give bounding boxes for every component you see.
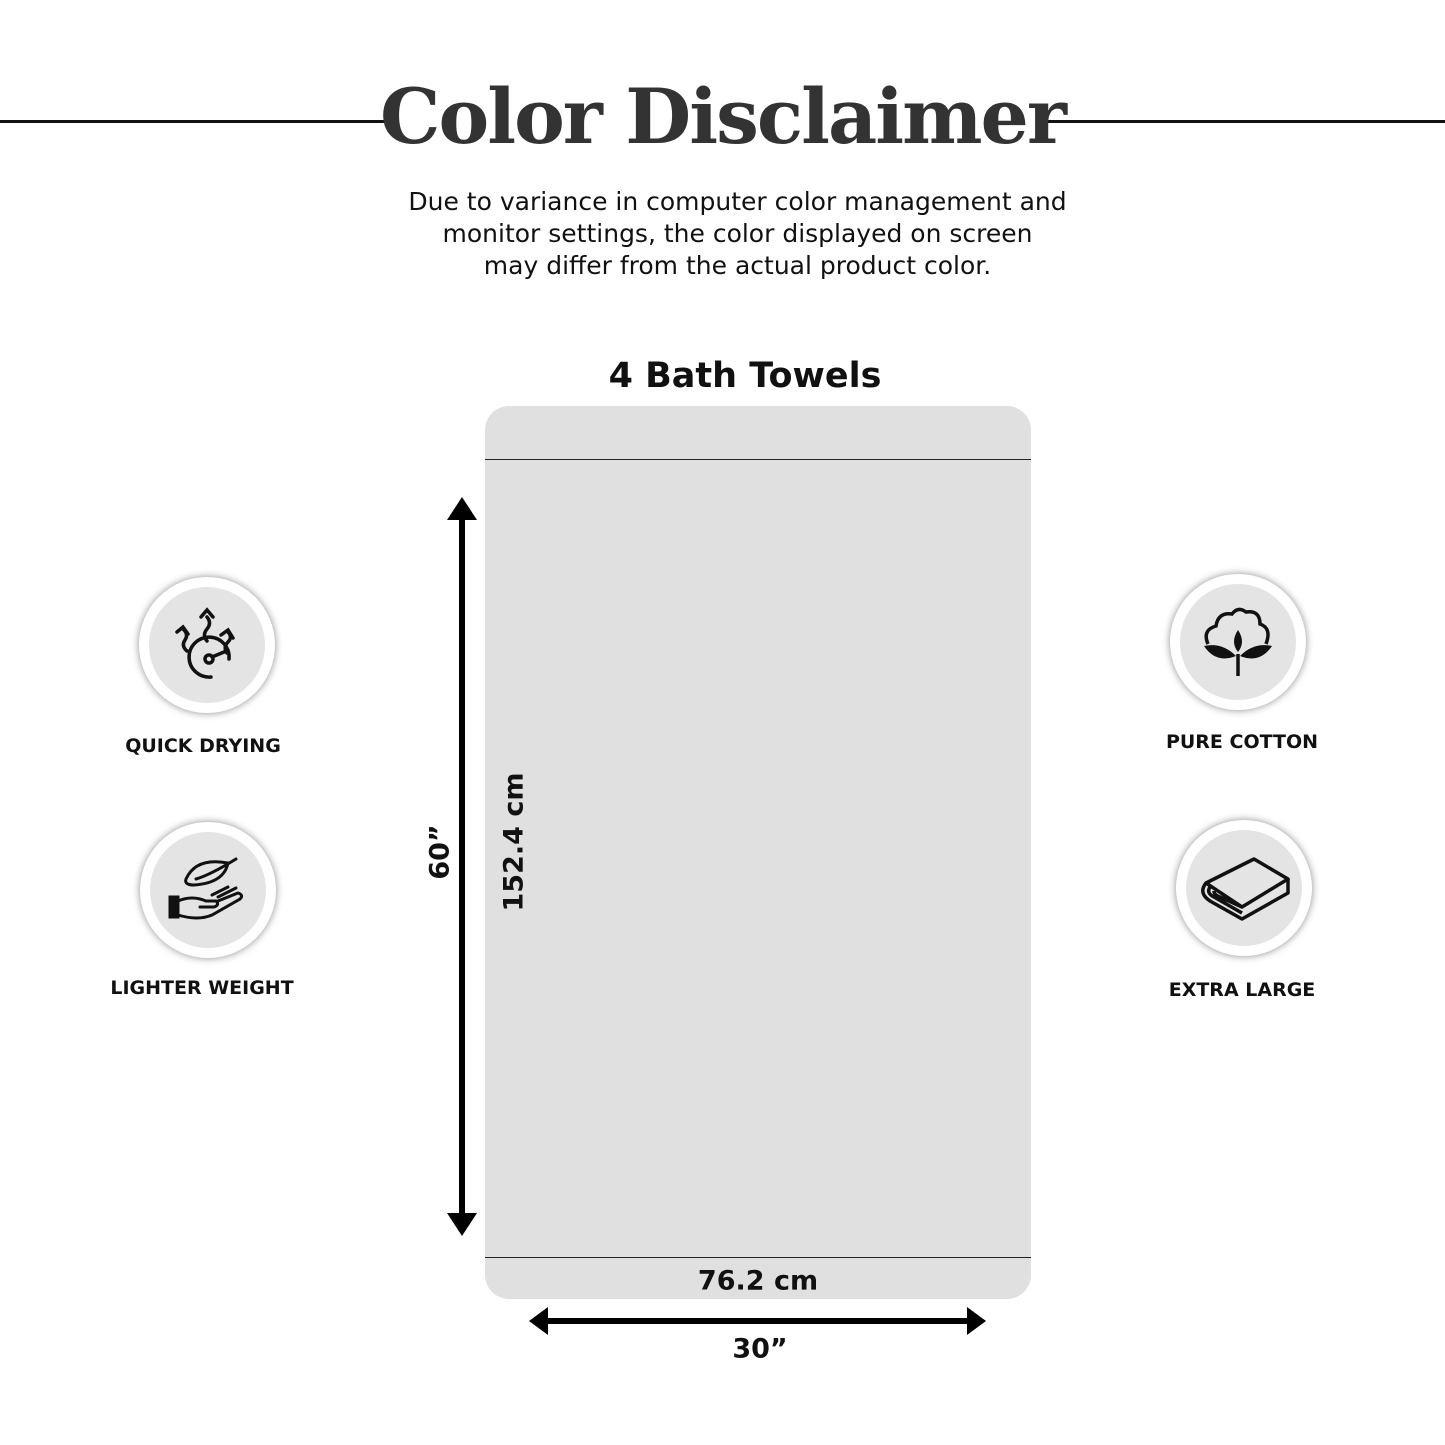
feature-label-pure-cotton: PURE COTTON — [1165, 731, 1319, 753]
feature-label-quick-drying: QUICK DRYING — [125, 735, 281, 757]
disclaimer-line: monitor settings, the color displayed on… — [442, 219, 1033, 248]
towel-border-top — [485, 459, 1031, 460]
page-title: Color Disclaimer — [380, 72, 1067, 161]
feature-badge-quick-drying — [139, 577, 275, 713]
title-rule-right — [1046, 120, 1445, 123]
width-cm: 76.2 cm — [697, 1265, 819, 1297]
length-cm: 152.4 cm — [498, 772, 530, 912]
feature-badge-lighter-weight — [140, 822, 276, 958]
feature-hand-icon — [168, 857, 244, 920]
product-subtitle: 4 Bath Towels — [608, 356, 882, 396]
vertical-arrow — [447, 497, 477, 1236]
title-rule-left — [0, 120, 398, 123]
width-inches: 30” — [732, 1333, 788, 1365]
feature-label-extra-large: EXTRA LARGE — [1168, 979, 1316, 1001]
folded-towel-icon — [1201, 857, 1290, 921]
towel-illustration — [485, 406, 1031, 1299]
feature-label-lighter-weight: LIGHTER WEIGHT — [110, 977, 294, 999]
feature-badge-pure-cotton — [1170, 574, 1306, 710]
disclaimer-line: may differ from the actual product color… — [483, 251, 992, 280]
horizontal-arrow — [529, 1307, 986, 1335]
cotton-flower-icon — [1204, 607, 1272, 676]
disclaimer-line: Due to variance in computer color manage… — [408, 187, 1067, 216]
disclaimer-text: Due to variance in computer color manage… — [0, 186, 1445, 282]
length-inches: 60” — [424, 824, 456, 880]
towel-border-bottom — [485, 1257, 1031, 1258]
feature-badge-extra-large — [1176, 820, 1312, 956]
quick-drying-icon — [175, 607, 235, 679]
